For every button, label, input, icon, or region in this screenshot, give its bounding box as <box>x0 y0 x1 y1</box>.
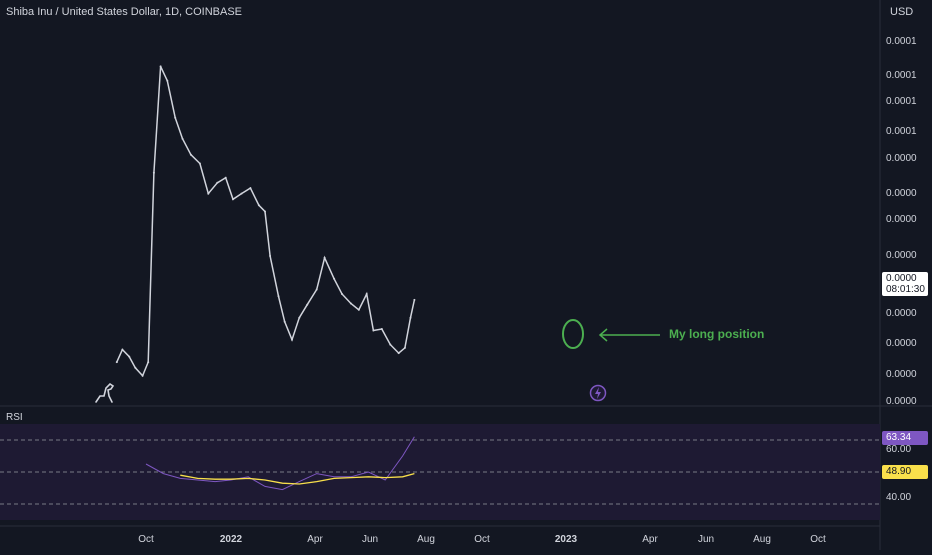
price-axis-label: 0.0000 <box>886 153 917 164</box>
currency-label[interactable]: USD <box>890 6 914 18</box>
price-axis-label: 0.0000 <box>886 188 917 199</box>
current-price-value: 0.0000 <box>886 273 917 284</box>
price-axis-label: 0.0001 <box>886 96 917 107</box>
price-axis-label: 0.0001 <box>886 70 917 81</box>
position-circle <box>562 319 584 349</box>
price-axis-label: 0.0000 <box>886 369 917 380</box>
time-axis-label: Apr <box>642 534 658 545</box>
annotation-text: My long position <box>669 327 765 341</box>
symbol-title[interactable]: Shiba Inu / United States Dollar, 1D, CO… <box>6 6 243 18</box>
price-axis-label: 0.0001 <box>886 126 917 137</box>
time-axis-label: Oct <box>474 534 490 545</box>
time-axis-label: Oct <box>138 534 154 545</box>
time-axis-label: 2023 <box>555 534 578 545</box>
price-axis-label: 0.0000 <box>886 308 917 319</box>
rsi-line[interactable] <box>145 436 415 491</box>
dinosaur-icon <box>95 382 115 403</box>
price-axis-label: 0.0000 <box>886 338 917 349</box>
time-axis-label: 2022 <box>220 534 243 545</box>
rsi-ma-line[interactable] <box>180 472 415 485</box>
rsi-band <box>0 424 880 520</box>
arrow-left-icon <box>598 328 660 342</box>
rsi-ma-value-badge: 48.90 <box>882 465 928 479</box>
time-axis-label: Jun <box>698 534 714 545</box>
time-axis-label: Jun <box>362 534 378 545</box>
time-axis-label: Aug <box>753 534 771 545</box>
rsi-axis-label: 60.00 <box>886 444 911 455</box>
time-axis-label: Aug <box>417 534 435 545</box>
time-axis-label: Oct <box>810 534 826 545</box>
price-axis-label: 0.0000 <box>886 214 917 225</box>
lightning-event-icon[interactable] <box>589 384 607 402</box>
price-line[interactable] <box>116 66 416 378</box>
current-price-badge: 0.0000 08:01:30 <box>882 272 928 296</box>
bar-countdown: 08:01:30 <box>886 284 925 295</box>
rsi-indicator-label[interactable]: RSI <box>6 412 23 423</box>
time-axis-label: Apr <box>307 534 323 545</box>
rsi-value-badge: 63.34 <box>882 431 928 445</box>
price-axis-label: 0.0000 <box>886 396 917 407</box>
price-axis-label: 0.0000 <box>886 250 917 261</box>
price-axis-label: 0.0001 <box>886 36 917 47</box>
rsi-axis-label: 40.00 <box>886 492 911 503</box>
